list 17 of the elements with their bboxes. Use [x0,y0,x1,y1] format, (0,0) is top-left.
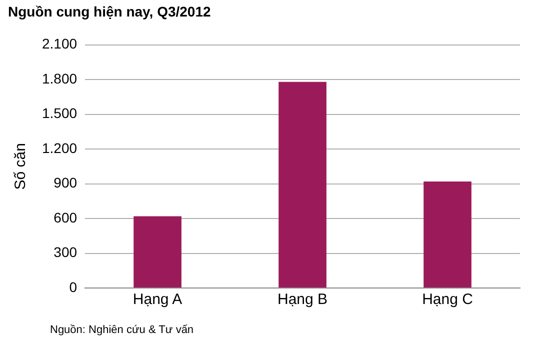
y-tick-label: 2.100 [42,36,78,52]
y-tick-label: 1.800 [42,70,78,86]
bar [424,181,472,288]
bar [278,82,326,288]
y-tick-label: 600 [54,209,78,226]
y-tick-label: 0 [69,278,78,295]
x-tick-label: Hạng C [422,291,474,308]
y-tick-label: 300 [54,244,78,260]
x-tick-label: Hạng A [132,291,182,308]
text: Nguồn: Nghiên cứu & Tư vấn [49,323,195,336]
y-tick-label: 1.200 [42,140,78,156]
chart-title: Nguồn cung hiện nay, Q3/2012 [8,3,211,20]
x-tick-label: Hạng B [277,291,328,308]
y-axis-title: Số căn [12,143,30,190]
y-tick-label: 900 [54,174,78,191]
y-tick-label: 1.500 [42,105,78,122]
bar [134,216,182,288]
